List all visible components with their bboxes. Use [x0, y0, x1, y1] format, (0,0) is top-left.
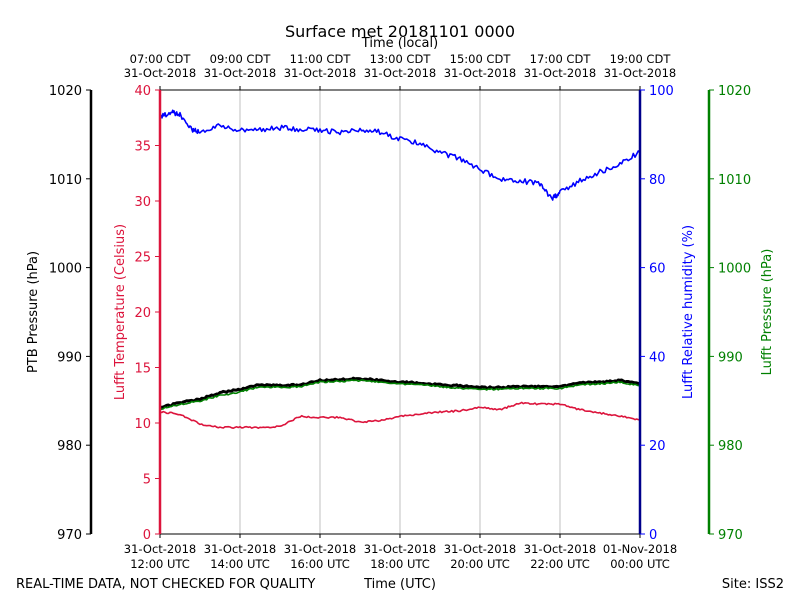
x-tick-date: 31-Oct-2018 [204, 542, 276, 556]
lufft-pressure-tick-label: 980 [718, 439, 743, 454]
top-tick-time: 17:00 CDT [530, 52, 592, 66]
top-tick-date: 31-Oct-2018 [604, 66, 676, 80]
top-tick-time: 19:00 CDT [610, 52, 672, 66]
x-tick-utc: 16:00 UTC [290, 557, 350, 571]
top-tick-date: 31-Oct-2018 [524, 66, 596, 80]
temperature-tick-label: 5 [143, 473, 151, 488]
top-tick-date: 31-Oct-2018 [364, 66, 436, 80]
x-tick-date: 31-Oct-2018 [124, 542, 196, 556]
lufft-pressure-axis-label: Lufft Pressure (hPa) [760, 249, 775, 376]
ptb-pressure-tick-label: 1010 [49, 173, 82, 188]
temperature-axis-label: Lufft Temperature (Celsius) [113, 224, 128, 400]
series-group [159, 109, 641, 430]
top-tick-time: 09:00 CDT [210, 52, 272, 66]
top-tick-date: 31-Oct-2018 [284, 66, 356, 80]
top-tick-date: 31-Oct-2018 [444, 66, 516, 80]
lufft-pressure-tick-label: 970 [718, 528, 743, 543]
humidity-tick-label: 0 [649, 528, 657, 543]
x-tick-date: 01-Nov-2018 [603, 542, 677, 556]
x-axis-label: Time (UTC) [363, 577, 436, 592]
humidity-tick-label: 60 [649, 262, 666, 277]
grid-lines [239, 90, 561, 534]
humidity-tick-label: 80 [649, 173, 666, 188]
top-tick-date: 31-Oct-2018 [204, 66, 276, 80]
ptb-pressure-tick-label: 990 [57, 350, 82, 365]
ptb-pressure-axis-label: PTB Pressure (hPa) [26, 251, 41, 373]
chart-title: Surface met 20181101 0000 [285, 22, 515, 41]
x-tick-utc: 14:00 UTC [210, 557, 270, 571]
footer-site: Site: ISS2 [722, 577, 784, 592]
x-tick-date: 31-Oct-2018 [284, 542, 356, 556]
top-tick-time: 11:00 CDT [290, 52, 352, 66]
x-tick-date: 31-Oct-2018 [444, 542, 516, 556]
lufft-pressure-line [159, 379, 641, 411]
top-tick-time: 07:00 CDT [130, 52, 192, 66]
ptb-pressure-tick-label: 1000 [49, 262, 82, 277]
ptb-pressure-line [160, 376, 641, 409]
x-tick-utc: 12:00 UTC [130, 557, 190, 571]
lufft-pressure-tick-label: 1010 [718, 173, 751, 188]
x-tick-utc: 22:00 UTC [530, 557, 590, 571]
x-tick-utc: 00:00 UTC [610, 557, 670, 571]
ptb-pressure-tick-label: 1020 [49, 84, 82, 99]
footer-disclaimer: REAL-TIME DATA, NOT CHECKED FOR QUALITY [16, 577, 315, 592]
temperature-tick-label: 40 [134, 84, 151, 99]
ptb-pressure-tick-label: 970 [57, 528, 82, 543]
lufft-pressure-tick-label: 1000 [718, 262, 751, 277]
temperature-tick-label: 25 [134, 251, 151, 266]
x-tick-utc: 18:00 UTC [370, 557, 430, 571]
temperature-tick-label: 15 [134, 362, 151, 377]
lufft-pressure-tick-label: 1020 [718, 84, 751, 99]
top-tick-time: 15:00 CDT [450, 52, 512, 66]
temperature-tick-label: 0 [143, 528, 151, 543]
top-axis-label: Time (local) [361, 36, 438, 51]
top-tick-date: 31-Oct-2018 [124, 66, 196, 80]
temperature-tick-label: 10 [134, 417, 151, 432]
humidity-tick-label: 20 [649, 439, 666, 454]
temperature-tick-label: 30 [134, 195, 151, 210]
humidity-tick-label: 100 [649, 84, 674, 99]
x-tick-utc: 20:00 UTC [450, 557, 510, 571]
lufft-pressure-tick-label: 990 [718, 350, 743, 365]
lufft-temperature-line [159, 401, 640, 430]
humidity-tick-label: 40 [649, 350, 666, 365]
temperature-tick-label: 20 [134, 306, 151, 321]
humidity-axis-label: Lufft Relative humidity (%) [681, 225, 696, 399]
x-tick-date: 31-Oct-2018 [364, 542, 436, 556]
lufft-relative-humidity-line [159, 109, 641, 201]
temperature-tick-label: 35 [134, 140, 151, 155]
ptb-pressure-tick-label: 980 [57, 439, 82, 454]
x-tick-date: 31-Oct-2018 [524, 542, 596, 556]
top-tick-time: 13:00 CDT [370, 52, 432, 66]
